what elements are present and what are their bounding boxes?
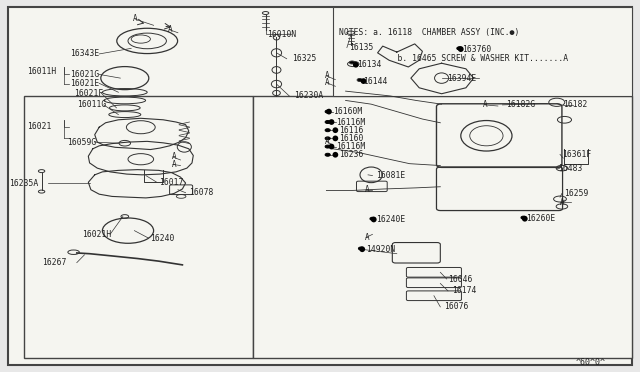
Text: 16076: 16076: [444, 302, 468, 311]
Text: 16021: 16021: [27, 122, 51, 131]
Text: A: A: [324, 78, 329, 87]
Text: A: A: [365, 233, 369, 242]
Ellipse shape: [360, 246, 365, 252]
Text: A: A: [560, 198, 564, 207]
Text: 16394E: 16394E: [447, 74, 476, 83]
Ellipse shape: [361, 78, 366, 84]
Text: 16021G: 16021G: [70, 70, 100, 79]
Ellipse shape: [371, 217, 376, 222]
Ellipse shape: [333, 127, 339, 133]
Text: A: A: [172, 152, 176, 161]
Text: A: A: [132, 14, 137, 23]
Ellipse shape: [325, 121, 330, 124]
Ellipse shape: [333, 135, 339, 141]
Text: ^60^0^: ^60^0^: [576, 358, 606, 367]
Ellipse shape: [329, 144, 334, 150]
Ellipse shape: [325, 137, 330, 140]
Text: A: A: [483, 100, 487, 109]
Ellipse shape: [325, 110, 330, 113]
Ellipse shape: [457, 47, 462, 50]
Text: 16021E: 16021E: [70, 79, 100, 88]
Text: 16135: 16135: [349, 43, 373, 52]
Text: b. 16465 SCREW & WASHER KIT.......A: b. 16465 SCREW & WASHER KIT.......A: [339, 54, 568, 63]
Text: 16235A: 16235A: [9, 179, 38, 187]
Text: 16483: 16483: [558, 164, 582, 173]
Ellipse shape: [325, 153, 330, 156]
Text: 16182G: 16182G: [506, 100, 535, 109]
Text: A: A: [168, 25, 172, 33]
Text: 16240: 16240: [150, 234, 175, 243]
Text: 16260E: 16260E: [526, 214, 556, 223]
Text: 16116M: 16116M: [336, 142, 365, 151]
Text: 16021H: 16021H: [82, 230, 111, 239]
Text: 16046: 16046: [448, 275, 472, 283]
Text: 16160: 16160: [339, 134, 364, 143]
Text: 16236: 16236: [339, 150, 364, 159]
Text: 16182: 16182: [563, 100, 588, 109]
Text: 16021F: 16021F: [74, 89, 103, 97]
Text: 16017: 16017: [159, 178, 183, 187]
Bar: [24, 96, 253, 358]
Text: 16059G: 16059G: [67, 138, 97, 147]
Ellipse shape: [357, 78, 362, 81]
Text: 16134: 16134: [357, 60, 381, 69]
Ellipse shape: [353, 62, 359, 68]
Text: A: A: [172, 160, 176, 169]
Text: 16343E: 16343E: [70, 49, 100, 58]
Text: 16011G: 16011G: [77, 100, 106, 109]
Text: A: A: [324, 137, 329, 146]
Ellipse shape: [329, 119, 334, 125]
Text: 16116: 16116: [339, 126, 364, 135]
Text: 14920N: 14920N: [366, 245, 396, 254]
Ellipse shape: [358, 247, 364, 250]
Text: 16259: 16259: [564, 189, 589, 198]
Text: 16078: 16078: [189, 188, 213, 197]
Text: 16240E: 16240E: [376, 215, 406, 224]
Ellipse shape: [522, 216, 527, 222]
Text: 16011H: 16011H: [27, 67, 56, 76]
Text: 16144: 16144: [364, 77, 388, 86]
Bar: [253, 96, 632, 358]
Ellipse shape: [370, 217, 375, 220]
Text: 16361F: 16361F: [562, 150, 591, 159]
Text: 16160M: 16160M: [333, 107, 362, 116]
Text: 16230A: 16230A: [294, 92, 324, 100]
Text: 16325: 16325: [292, 54, 316, 63]
Text: 16081E: 16081E: [376, 171, 406, 180]
Text: 163760: 163760: [462, 45, 492, 54]
Ellipse shape: [349, 61, 355, 64]
Bar: [333, 7, 632, 96]
Text: 16116M: 16116M: [336, 118, 365, 126]
Ellipse shape: [325, 145, 330, 148]
Text: 16174: 16174: [452, 286, 476, 295]
Text: NOTES: a. 16118  CHAMBER ASSY (INC.●): NOTES: a. 16118 CHAMBER ASSY (INC.●): [339, 28, 520, 37]
Ellipse shape: [325, 129, 330, 132]
Ellipse shape: [333, 152, 339, 158]
Ellipse shape: [457, 47, 462, 50]
Text: 16267: 16267: [42, 258, 66, 267]
Ellipse shape: [458, 46, 463, 52]
Ellipse shape: [326, 109, 332, 115]
Ellipse shape: [521, 216, 526, 219]
Text: A: A: [324, 71, 329, 80]
Text: 16010N: 16010N: [268, 30, 297, 39]
Text: A: A: [365, 185, 369, 194]
